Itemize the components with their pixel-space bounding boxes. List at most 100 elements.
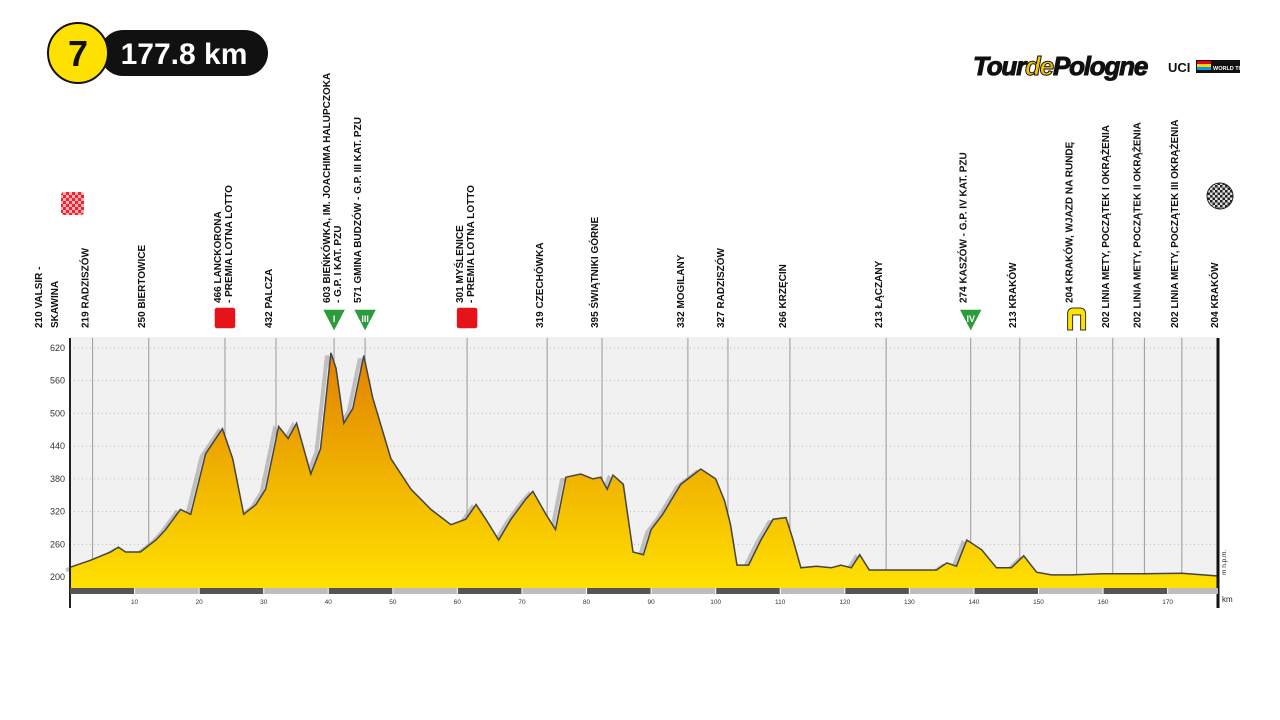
km-bar xyxy=(328,588,393,594)
waypoint-label: 266 KRZĘCIN xyxy=(778,264,789,328)
waypoint-label: 202 LINIA METY, POCZĄTEK I OKRĄŻENIA xyxy=(1099,125,1112,328)
km-bar xyxy=(521,588,587,594)
y-tick-label: 500 xyxy=(50,408,65,418)
x-tick-label: 130 xyxy=(904,599,915,606)
profile-area xyxy=(70,352,1218,588)
kom-category: IV xyxy=(966,314,975,324)
waypoint-label: 202 LINIA METY, POCZĄTEK II OKRĄŻENIA xyxy=(1130,122,1143,328)
waypoint-label: 332 MOGILANY xyxy=(676,254,687,328)
x-axis-label: km xyxy=(1222,595,1233,604)
waypoint-label: - G.P. I KAT. PZU xyxy=(333,226,344,303)
waypoint-label: 274 KASZÓW - G.P. IV KAT. PZU xyxy=(957,152,970,303)
km-bar xyxy=(1103,588,1168,594)
waypoint-label: 219 RADZISZÓW xyxy=(79,247,92,328)
x-tick-label: 80 xyxy=(583,599,591,606)
sprint-icon xyxy=(213,306,237,330)
logo-text: TourdePologne xyxy=(973,51,1148,81)
world-tour: WORLD TOUR xyxy=(1213,66,1251,72)
km-bar xyxy=(1167,588,1218,594)
y-tick-label: 560 xyxy=(50,376,65,386)
km-bar xyxy=(586,588,652,594)
header: 7 177.8 km xyxy=(47,22,268,84)
stripe xyxy=(1197,67,1211,70)
waypoint-label: 319 CZECHÓWKA xyxy=(533,242,546,328)
km-bar xyxy=(844,588,910,594)
x-tick-label: 90 xyxy=(647,599,655,606)
waypoint-label: 327 RADZISZÓW xyxy=(714,247,727,328)
x-tick-label: 100 xyxy=(710,599,721,606)
waypoint-label: 395 ŚWIĄTNIKI GÓRNE xyxy=(588,217,601,328)
km-bar xyxy=(392,588,458,594)
x-tick-label: 30 xyxy=(260,599,268,606)
waypoint-label: 210 VALSIR - xyxy=(34,267,45,329)
y-tick-label: 200 xyxy=(50,572,65,582)
kom-category: I xyxy=(333,314,336,324)
stage-badge xyxy=(47,22,109,84)
waypoint-label: 603 BIEŃKÓWKA, IM. JOACHIMA HALUPCZOKA xyxy=(320,73,333,303)
waypoint-label: 250 BIERTOWICE xyxy=(137,245,148,328)
km-bar xyxy=(199,588,264,594)
plot: 200 260 320 380 440 500 560 620 10 20 30 40 50 60 70 80… xyxy=(34,73,1234,608)
distance-pill xyxy=(100,30,268,76)
y-tick-label: 440 xyxy=(50,441,65,451)
km-bar xyxy=(70,588,135,594)
km-bar xyxy=(715,588,781,594)
y-tick-label: 380 xyxy=(50,474,65,484)
logo: TourdePologne UCI WORLD TOUR xyxy=(973,51,1251,82)
waypoint-label: 202 LINIA METY, POCZĄTEK III OKRĄŻENIA xyxy=(1168,119,1181,328)
finish-flag xyxy=(1206,182,1234,210)
km-bar xyxy=(651,588,716,594)
km-bar xyxy=(973,588,1039,594)
km-bar xyxy=(263,588,329,594)
kom-category: III xyxy=(361,314,369,324)
waypoint-label: 432 PALCZA xyxy=(264,269,275,328)
logo-part: Tour xyxy=(973,51,1028,81)
x-tick-label: 110 xyxy=(775,599,786,606)
stripe xyxy=(1197,61,1211,64)
logo-part: de xyxy=(1025,51,1054,81)
x-tick-label: 150 xyxy=(1033,599,1044,606)
y-tick-label: 320 xyxy=(50,507,65,517)
x-tick-label: 40 xyxy=(325,599,333,606)
km-bar xyxy=(134,588,200,594)
logo-part: Pologne xyxy=(1053,51,1148,81)
x-tick-label: 160 xyxy=(1098,599,1109,606)
km-bar xyxy=(909,588,974,594)
waypoint-label: 466 LANCKORONA xyxy=(213,211,224,303)
x-tick-label: 170 xyxy=(1162,599,1173,606)
start-flag xyxy=(61,192,84,215)
x-tick-label: 20 xyxy=(196,599,204,606)
x-tick-label: 120 xyxy=(839,599,850,606)
sprint-icon xyxy=(455,306,479,330)
waypoint-label: SKAWINA xyxy=(50,281,61,328)
x-tick-label: 50 xyxy=(389,599,397,606)
kom-icon xyxy=(321,308,347,333)
x-tick-label: 70 xyxy=(518,599,526,606)
waypoint-label: 204 KRAKÓW, WJAZD NA RUNDĘ xyxy=(1063,141,1076,303)
waypoint-label: 213 KRAKÓW xyxy=(1006,262,1019,328)
waypoint-label: - PREMIA LOTNA LOTTO xyxy=(224,185,235,303)
km-bar xyxy=(457,588,522,594)
stage-distance: 177.8 km xyxy=(121,38,248,71)
y-axis-label: m n.p.m. xyxy=(1221,550,1228,575)
kom-icon xyxy=(352,308,378,333)
waypoint-label: 571 GMINA BUDZÓW - G.P. III KAT. PZU xyxy=(351,117,364,303)
kom-icon xyxy=(957,308,984,333)
y-tick-label: 260 xyxy=(50,539,65,549)
km-bar xyxy=(1038,588,1104,594)
profile-line xyxy=(69,352,1219,577)
y-tick-label: 620 xyxy=(50,343,65,353)
stage-number: 7 xyxy=(68,33,88,74)
x-tick-label: 140 xyxy=(969,599,980,606)
waypoint-label: 213 ŁĄCZANY xyxy=(874,260,885,328)
x-tick-label: 10 xyxy=(131,599,139,606)
waypoint-label: - PREMIA LOTNA LOTTO xyxy=(466,185,477,303)
waypoint-label: 204 KRAKÓW xyxy=(1208,262,1221,328)
stripe xyxy=(1197,64,1211,67)
km-bar xyxy=(780,588,845,594)
uci: UCI xyxy=(1168,60,1190,75)
lap-icon xyxy=(1067,307,1087,331)
x-tick-label: 60 xyxy=(454,599,462,606)
waypoint-label: 301 MYŚLENICE xyxy=(453,225,466,303)
